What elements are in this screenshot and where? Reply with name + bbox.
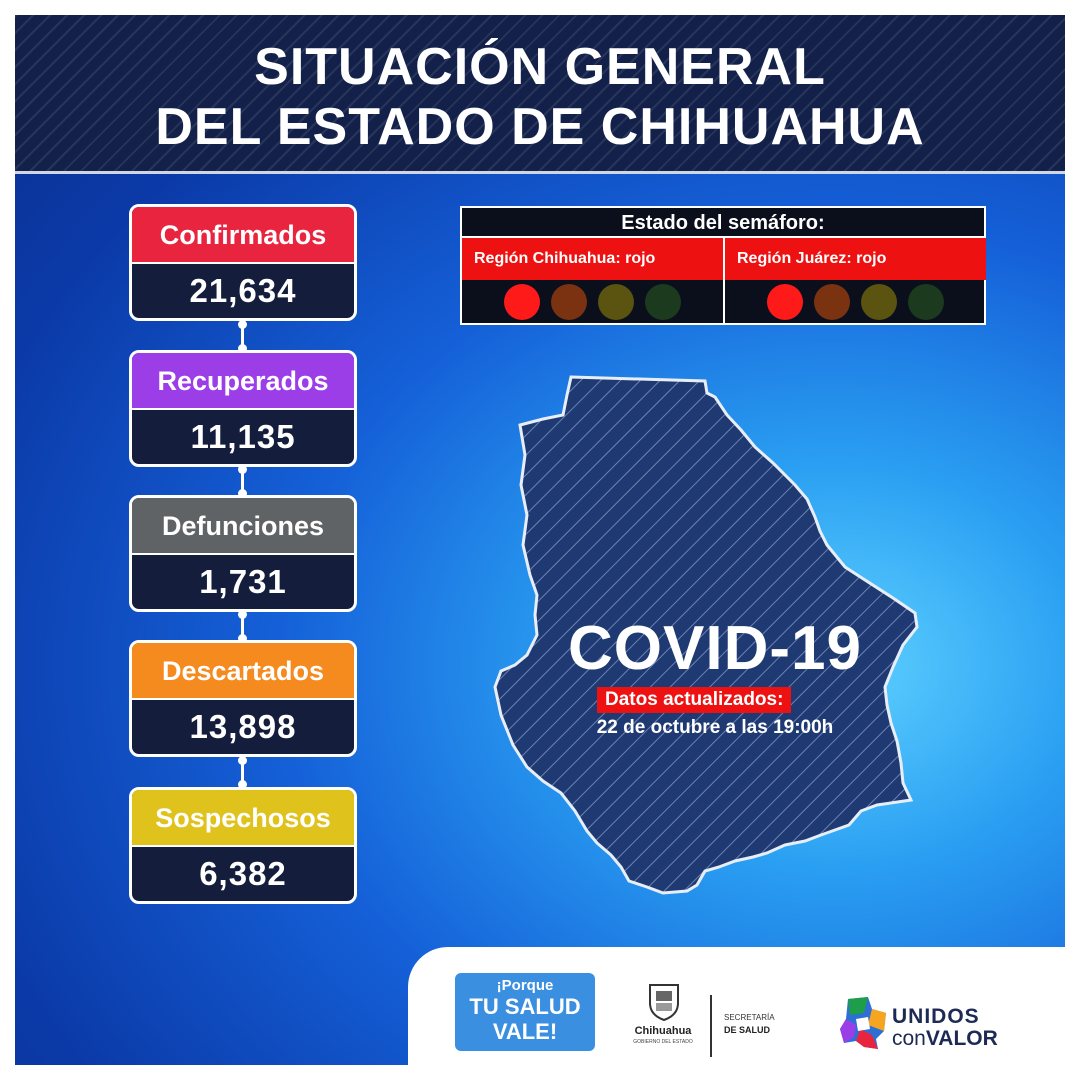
page-title-line-1: SITUACIÓN GENERAL	[254, 38, 826, 96]
page-title-line-2: DEL ESTADO DE CHIHUAHUA	[155, 98, 925, 156]
traffic-lights	[725, 280, 986, 323]
divider	[710, 995, 712, 1057]
red-light-icon	[504, 283, 540, 320]
tu-salud-vale-badge: ¡Porque TU SALUD VALE!	[455, 973, 595, 1051]
traffic-light-title: Estado del semáforo:	[462, 208, 984, 238]
red-light-icon	[767, 283, 803, 320]
badge-line-3: VALE!	[492, 1019, 558, 1044]
stat-label: Confirmados	[132, 207, 354, 264]
state-shape	[493, 375, 919, 895]
stat-label: Recuperados	[132, 353, 354, 410]
stat-value: 11,135	[190, 418, 296, 455]
badge-line-2: TU SALUD	[469, 994, 581, 1019]
updated-label: Datos actualizados:	[597, 687, 792, 713]
orange-light-icon	[814, 283, 850, 320]
updated-date: 22 de octubre a las 19:00h	[596, 717, 834, 738]
stat-card-confirmados: Confirmados 21,634	[129, 204, 357, 321]
region-label: Región Juárez: rojo	[725, 238, 986, 280]
stat-card-defunciones: Defunciones 1,731	[129, 495, 357, 612]
gov-sub: GOBIERNO DEL ESTADO	[633, 1039, 693, 1045]
unidos-valor: VALOR	[925, 1027, 998, 1050]
connector	[238, 465, 247, 498]
stat-value: 6,382	[199, 855, 287, 892]
green-light-icon	[908, 283, 944, 320]
region-juarez: Región Juárez: rojo	[725, 238, 986, 323]
traffic-lights	[462, 280, 723, 323]
stat-card-sospechosos: Sospechosos 6,382	[129, 787, 357, 904]
green-light-icon	[645, 283, 681, 320]
chihuahua-map-icon	[493, 375, 919, 895]
secretaria-line-1: SECRETARÍA	[724, 1013, 775, 1022]
region-chihuahua: Región Chihuahua: rojo	[462, 238, 725, 323]
gov-name: Chihuahua	[634, 1025, 692, 1037]
footer-logos: ¡Porque TU SALUD VALE! Chihuahua GOBIERN…	[408, 947, 1065, 1065]
unidos-logo-icon	[840, 997, 886, 1049]
connector	[238, 756, 247, 789]
secretaria-line-2: DE SALUD	[724, 1025, 771, 1035]
stat-card-descartados: Descartados 13,898	[129, 640, 357, 757]
unidos-line-2: conVALOR	[892, 1027, 998, 1051]
stat-label: Descartados	[132, 643, 354, 700]
stat-value: 21,634	[189, 272, 297, 309]
title-bar: SITUACIÓN GENERAL DEL ESTADO DE CHIHUAHU…	[15, 15, 1065, 174]
stat-label: Defunciones	[132, 498, 354, 555]
stat-value: 13,898	[189, 708, 297, 745]
stat-value: 1,731	[199, 563, 287, 600]
covid-title: COVID-19	[568, 614, 862, 683]
unidos-con: con	[892, 1027, 926, 1050]
shield-icon	[649, 984, 679, 1021]
region-label: Región Chihuahua: rojo	[462, 238, 723, 280]
connector	[238, 610, 247, 643]
stat-card-recuperados: Recuperados 11,135	[129, 350, 357, 467]
orange-light-icon	[551, 283, 587, 320]
yellow-light-icon	[598, 283, 634, 320]
unidos-line-1: UNIDOS	[892, 1005, 980, 1028]
stat-label: Sospechosos	[132, 790, 354, 847]
badge-line-1: ¡Porque	[496, 977, 554, 994]
connector	[238, 320, 247, 353]
yellow-light-icon	[861, 283, 897, 320]
traffic-light-panel: Estado del semáforo: Región Chihuahua: r…	[460, 206, 986, 325]
infographic: SITUACIÓN GENERAL DEL ESTADO DE CHIHUAHU…	[15, 15, 1065, 1065]
